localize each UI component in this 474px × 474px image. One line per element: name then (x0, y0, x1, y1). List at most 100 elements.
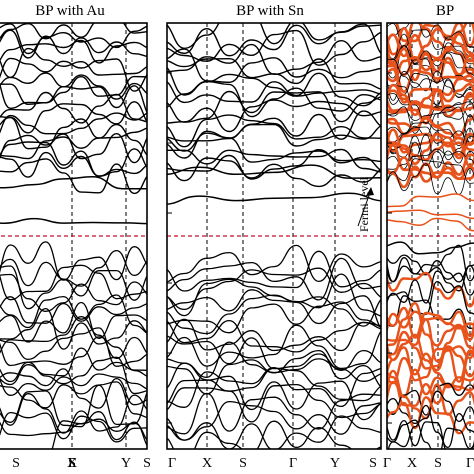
conduction-band (0, 91, 147, 124)
valence-band (387, 244, 474, 283)
panel-1: BP with AuS XSΓ Y S (0, 3, 151, 471)
conduction-band (167, 48, 381, 84)
valence-band (167, 289, 381, 327)
x-tick-label: X (407, 456, 417, 471)
gap-band (167, 192, 381, 205)
valence-band (0, 296, 147, 324)
valence-band (0, 373, 147, 396)
valence-band (167, 415, 381, 449)
valence-band (0, 316, 147, 360)
valence-band (0, 241, 147, 281)
fermi-annotation: Fermi level (357, 176, 374, 232)
valence-band (0, 327, 147, 367)
bands-panel-2 (167, 23, 381, 449)
x-tick-label: S (434, 456, 442, 471)
gap-band (0, 217, 147, 225)
valence-band (387, 419, 474, 449)
conduction-band (167, 90, 381, 123)
x-tick-label: X (202, 456, 212, 471)
valence-band (387, 260, 474, 283)
conduction-band (0, 72, 147, 100)
conduction-band (0, 29, 147, 59)
axes-frame (166, 22, 382, 450)
conduction-band (0, 47, 147, 79)
conduction-band (0, 132, 147, 164)
valence-band (167, 250, 381, 292)
valence-band (167, 318, 381, 352)
valence-band (0, 381, 147, 419)
valence-band (167, 324, 381, 370)
axes-frame (386, 22, 474, 450)
conduction-band (167, 110, 381, 142)
panel-title: BP with Sn (236, 3, 304, 19)
valence-band (0, 265, 147, 310)
panel-title: BP (436, 3, 454, 19)
valence-band (0, 294, 147, 334)
x-tick-label: Γ (289, 456, 297, 471)
x-tick-label: Γ (466, 456, 474, 471)
conduction-band (0, 115, 147, 150)
valence-band (0, 411, 147, 443)
gap-band (387, 241, 474, 255)
conduction-band (0, 101, 147, 134)
conduction-band (0, 151, 147, 178)
valence-band (167, 267, 381, 311)
gap-band (387, 209, 474, 220)
conduction-band (167, 29, 381, 66)
conduction-band (167, 132, 381, 163)
conduction-band (0, 158, 147, 195)
conduction-band (0, 39, 147, 64)
conduction-band (167, 57, 381, 90)
axes-frame (0, 22, 148, 450)
valence-band (0, 336, 147, 377)
conduction-band (167, 72, 381, 107)
x-tick-label: S (239, 456, 247, 471)
valence-band (167, 383, 381, 423)
valence-band (167, 349, 381, 395)
gap-band (0, 176, 147, 190)
conduction-band (167, 80, 381, 118)
valence-band (0, 418, 147, 449)
valence-band (167, 319, 381, 353)
conduction-band (167, 23, 381, 50)
conduction-band (167, 157, 381, 188)
conduction-band (0, 123, 147, 160)
valence-band (167, 257, 381, 301)
conduction-band (167, 148, 381, 173)
valence-band (0, 264, 147, 301)
valence-band (167, 375, 381, 421)
bands-panel-1 (0, 23, 147, 449)
valence-band (0, 356, 147, 395)
x-tick-label: S (369, 456, 377, 471)
conduction-band (0, 83, 147, 114)
x-tick-label: S (68, 456, 76, 471)
bands-panel-3 (387, 23, 474, 449)
conduction-band (167, 99, 381, 133)
x-tick-label: Γ (68, 456, 76, 471)
conduction-band (167, 114, 381, 148)
x-tick-label: S (143, 456, 151, 471)
panel-title: BP with Au (35, 3, 105, 19)
x-tick-label: X (67, 456, 77, 471)
gap-band (167, 164, 381, 179)
valence-band (0, 301, 147, 343)
valence-band (167, 244, 381, 283)
x-tick-label: Y (330, 456, 340, 471)
valence-band (0, 393, 147, 434)
valence-band (167, 301, 381, 334)
conduction-band (0, 23, 147, 40)
x-tick-label: S (12, 456, 20, 471)
conduction-band (0, 75, 147, 110)
conduction-band (167, 23, 381, 57)
conduction-band (167, 148, 381, 180)
conduction-band (0, 57, 147, 92)
conduction-band (0, 141, 147, 178)
valence-band (167, 420, 381, 449)
valence-band (0, 411, 147, 447)
valence-band (0, 368, 147, 409)
panel-3: BP Γ X S Γ (383, 3, 474, 471)
x-tick-label: Y (121, 456, 131, 471)
valence-band (0, 307, 147, 350)
gap-band (387, 217, 474, 232)
